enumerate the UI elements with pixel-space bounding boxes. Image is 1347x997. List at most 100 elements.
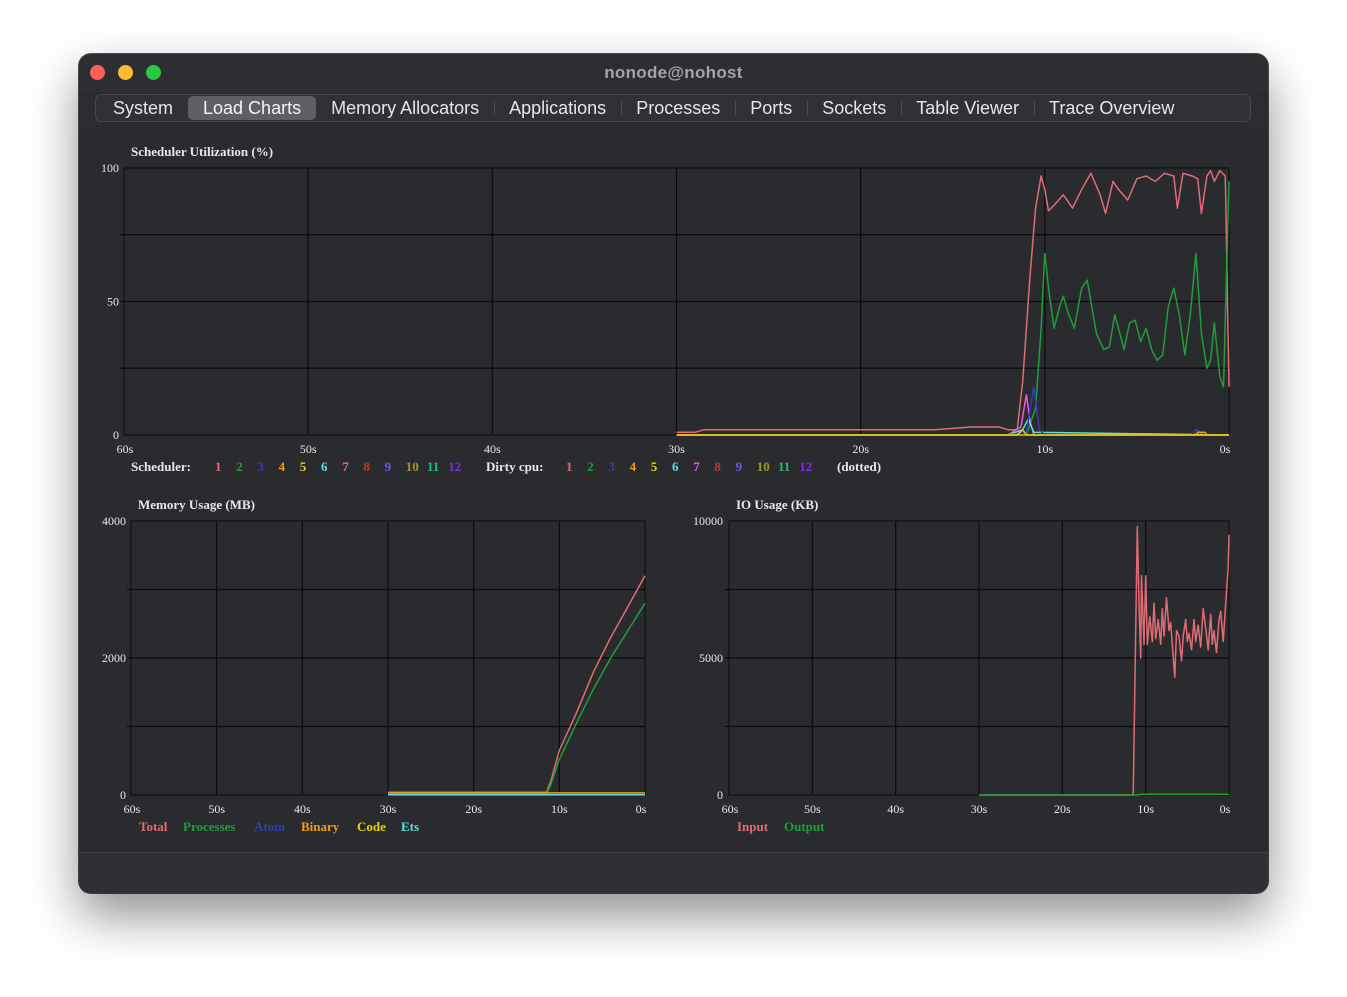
tab-table-viewer[interactable]: Table Viewer	[901, 96, 1034, 120]
io-y-tick-label: 5000	[699, 651, 723, 665]
scheduler-series-line	[676, 428, 1229, 436]
io-legend-item: Output	[784, 819, 825, 834]
tab-label: Applications	[509, 98, 607, 118]
io-series-line	[979, 793, 1229, 796]
tab-label: Trace Overview	[1049, 98, 1175, 118]
scheduler-y-tick-label: 50	[107, 295, 119, 309]
scheduler-series-line	[676, 181, 1230, 436]
memory-x-tick-label: 0s	[636, 802, 647, 816]
tab-sockets[interactable]: Sockets	[807, 96, 901, 120]
app-window: nonode@nohost System Load Charts Memory …	[79, 54, 1268, 893]
tab-memory-allocators[interactable]: Memory Allocators	[316, 96, 494, 120]
tab-label: Processes	[636, 98, 721, 118]
scheduler-y-tick-label: 0	[113, 428, 119, 442]
memory-x-tick-label: 20s	[465, 802, 482, 816]
tab-load-charts[interactable]: Load Charts	[188, 96, 317, 120]
window-title: nonode@nohost	[604, 63, 743, 82]
tab-label: Table Viewer	[916, 98, 1020, 118]
tab-label: System	[113, 98, 174, 118]
tab-applications[interactable]: Applications	[494, 96, 621, 120]
memory-x-tick-label: 60s	[124, 802, 141, 816]
io-x-tick-label: 20s	[1054, 802, 1071, 816]
dirty-cpu-legend-item: 10	[757, 459, 770, 474]
scheduler-legend-item: 12	[448, 459, 461, 474]
scheduler-legend-item: 4	[279, 459, 286, 474]
title-bar[interactable]: nonode@nohost	[79, 54, 1268, 92]
dirty-cpu-legend-item: 9	[736, 459, 743, 474]
memory-y-tick-label: 4000	[102, 514, 126, 528]
memory-chart-title: Memory Usage (MB)	[138, 497, 255, 512]
dirty-cpu-legend-item: 6	[672, 459, 679, 474]
io-y-tick-label: 10000	[693, 514, 723, 528]
io-legend-item: Input	[737, 819, 769, 834]
memory-x-tick-label: 30s	[380, 802, 397, 816]
scheduler-y-tick-label: 100	[101, 161, 119, 175]
io-x-tick-label: 0s	[1220, 802, 1231, 816]
zoom-window-button[interactable]	[146, 65, 161, 80]
io-x-tick-label: 40s	[887, 802, 904, 816]
tab-bar: System Load Charts Memory Allocators App…	[95, 94, 1251, 122]
minimize-window-button[interactable]	[118, 65, 133, 80]
dirty-cpu-legend-item: 5	[651, 459, 658, 474]
io-series-line	[979, 525, 1230, 796]
io-x-tick-label: 30s	[971, 802, 988, 816]
tab-ports[interactable]: Ports	[735, 96, 807, 120]
dirty-cpu-legend-item: 1	[566, 459, 573, 474]
dirty-cpu-legend-item: 8	[714, 459, 721, 474]
tab-label: Ports	[750, 98, 793, 118]
scheduler-legend-prefix: Scheduler:	[131, 459, 191, 474]
scheduler-legend-item: 1	[215, 459, 222, 474]
tab-trace-overview[interactable]: Trace Overview	[1034, 96, 1189, 120]
scheduler-x-tick-label: 20s	[852, 442, 869, 456]
scheduler-legend-item: 11	[427, 459, 439, 474]
scheduler-legend-item: 7	[342, 459, 349, 474]
scheduler-legend-item: 6	[321, 459, 328, 474]
dirty-cpu-legend-item: 4	[630, 459, 637, 474]
memory-x-tick-label: 50s	[208, 802, 225, 816]
scheduler-legend-item: 2	[236, 459, 243, 474]
memory-legend-item: Atom	[254, 819, 285, 834]
scheduler-legend-item: 9	[385, 459, 392, 474]
tab-system[interactable]: System	[98, 96, 188, 120]
dirty-cpu-legend-prefix: Dirty cpu:	[486, 459, 543, 474]
scheduler-legend-item: 10	[406, 459, 419, 474]
tab-processes[interactable]: Processes	[621, 96, 735, 120]
dirty-cpu-legend-item: 12	[799, 459, 812, 474]
dirty-cpu-legend-item: 2	[587, 459, 594, 474]
io-x-tick-label: 50s	[804, 802, 821, 816]
scheduler-x-tick-label: 10s	[1036, 442, 1053, 456]
scheduler-legend-item: 5	[300, 459, 307, 474]
scheduler-legend-item: 3	[257, 459, 264, 474]
scheduler-chart-title: Scheduler Utilization (%)	[131, 144, 273, 159]
tab-label: Memory Allocators	[331, 98, 480, 118]
dirty-cpu-legend-item: 11	[778, 459, 790, 474]
dirty-cpu-legend-item: 3	[608, 459, 615, 474]
memory-x-tick-label: 40s	[294, 802, 311, 816]
scheduler-x-tick-label: 60s	[117, 442, 134, 456]
scheduler-x-tick-label: 40s	[484, 442, 501, 456]
scheduler-legend-item: 8	[363, 459, 370, 474]
scheduler-x-tick-label: 50s	[300, 442, 317, 456]
io-x-tick-label: 10s	[1137, 802, 1154, 816]
memory-x-tick-label: 10s	[551, 802, 568, 816]
status-bar	[79, 852, 1268, 893]
scheduler-series-line	[676, 169, 1230, 434]
memory-legend-item: Code	[357, 819, 386, 834]
memory-legend-item: Total	[139, 819, 168, 834]
io-y-tick-label: 0	[717, 788, 723, 802]
io-x-tick-label: 60s	[722, 802, 739, 816]
dirty-cpu-legend-item: 7	[693, 459, 700, 474]
tab-label: Load Charts	[203, 98, 302, 118]
scheduler-x-tick-label: 30s	[668, 442, 685, 456]
memory-legend-item: Ets	[401, 819, 419, 834]
close-window-button[interactable]	[90, 65, 105, 80]
memory-y-tick-label: 0	[120, 788, 126, 802]
memory-legend-item: Binary	[301, 819, 340, 834]
memory-legend-item: Processes	[183, 819, 235, 834]
dirty-cpu-legend-suffix: (dotted)	[837, 459, 881, 474]
io-chart-title: IO Usage (KB)	[736, 497, 818, 512]
scheduler-x-tick-label: 0s	[1220, 442, 1231, 456]
tab-label: Sockets	[822, 98, 887, 118]
memory-y-tick-label: 2000	[102, 651, 126, 665]
